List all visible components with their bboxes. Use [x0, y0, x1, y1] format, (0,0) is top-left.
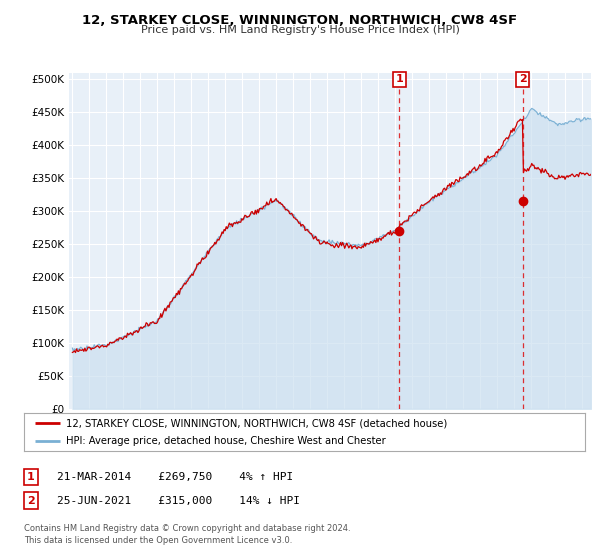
Text: 2: 2 [27, 496, 35, 506]
Text: Price paid vs. HM Land Registry's House Price Index (HPI): Price paid vs. HM Land Registry's House … [140, 25, 460, 35]
Text: 1: 1 [27, 472, 35, 482]
Text: Contains HM Land Registry data © Crown copyright and database right 2024.
This d: Contains HM Land Registry data © Crown c… [24, 524, 350, 545]
Text: 2: 2 [519, 74, 527, 85]
Text: 12, STARKEY CLOSE, WINNINGTON, NORTHWICH, CW8 4SF (detached house): 12, STARKEY CLOSE, WINNINGTON, NORTHWICH… [66, 418, 448, 428]
Text: 25-JUN-2021    £315,000    14% ↓ HPI: 25-JUN-2021 £315,000 14% ↓ HPI [57, 496, 300, 506]
Text: 21-MAR-2014    £269,750    4% ↑ HPI: 21-MAR-2014 £269,750 4% ↑ HPI [57, 472, 293, 482]
Text: 1: 1 [395, 74, 403, 85]
Text: 12, STARKEY CLOSE, WINNINGTON, NORTHWICH, CW8 4SF: 12, STARKEY CLOSE, WINNINGTON, NORTHWICH… [82, 14, 518, 27]
Text: HPI: Average price, detached house, Cheshire West and Chester: HPI: Average price, detached house, Ches… [66, 436, 386, 446]
